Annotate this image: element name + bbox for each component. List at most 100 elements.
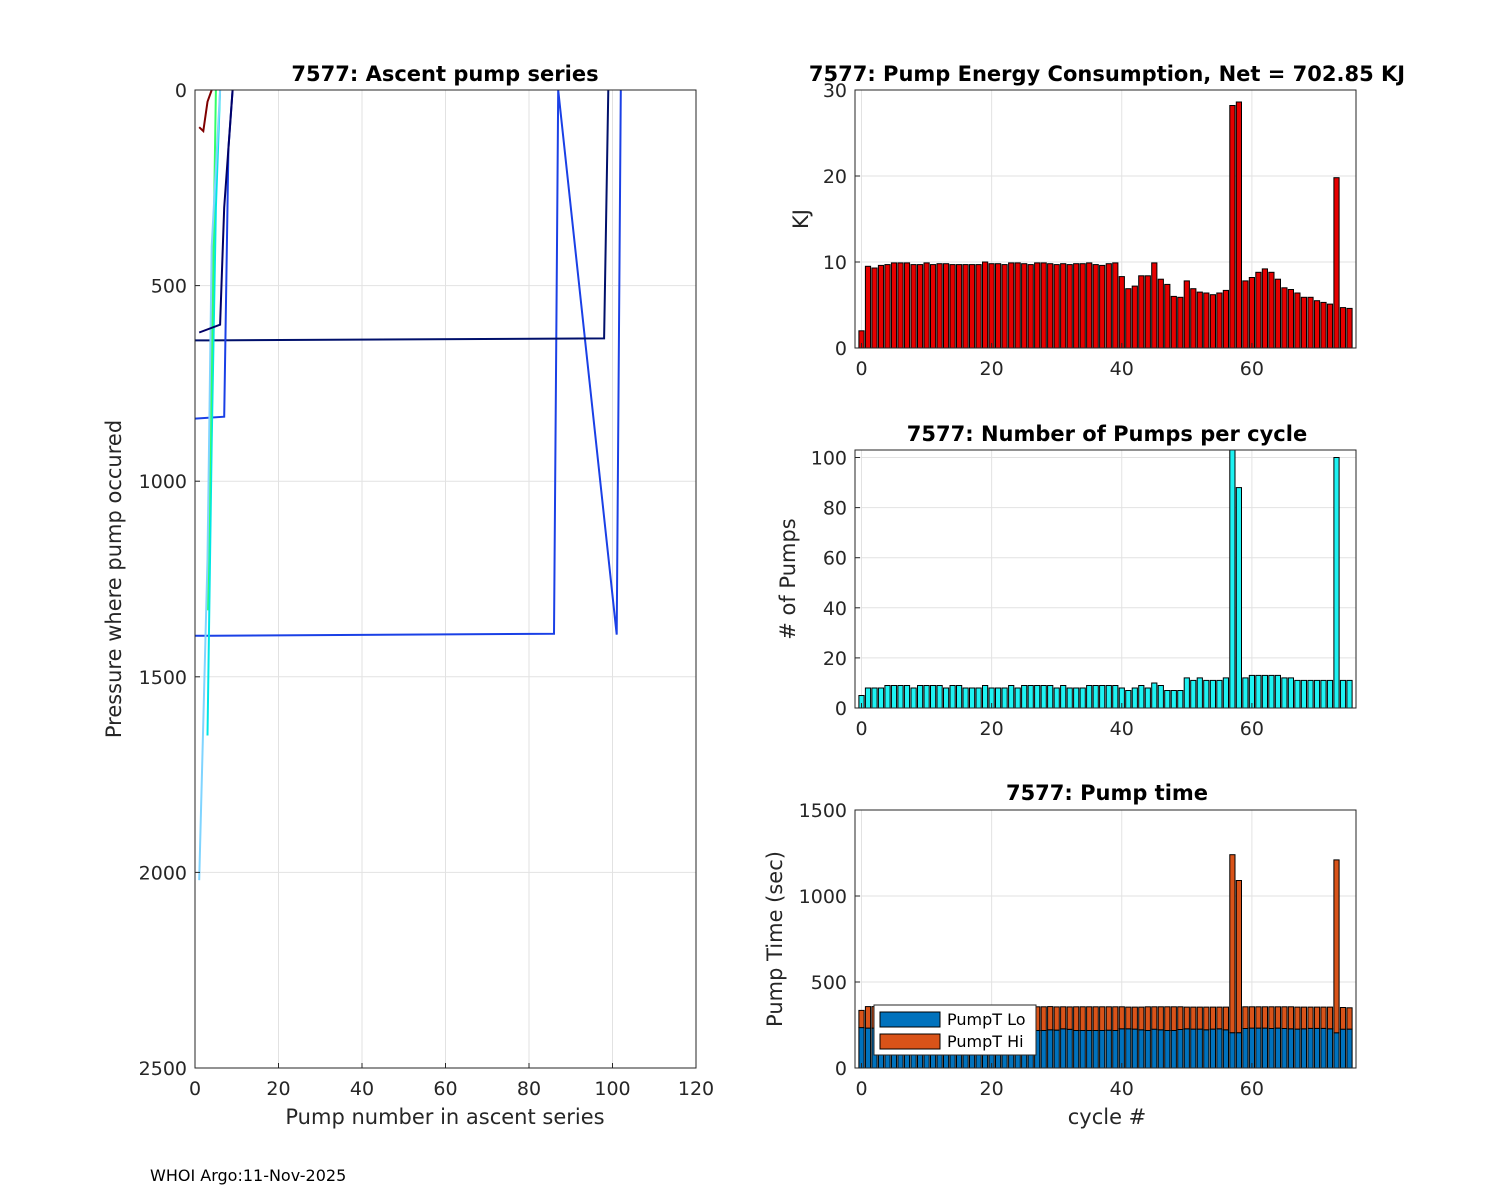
bar-pumpt-lo [1274,1027,1282,1069]
bar-pumpt-lo [1170,1030,1177,1069]
bar [1209,679,1217,709]
bar [1092,685,1099,709]
bar [1170,295,1177,349]
x-tick-label: 60 [1240,718,1264,740]
bar [1177,296,1184,349]
bar-pumpt-lo [1105,1029,1112,1069]
bar [930,264,937,349]
bar [949,264,956,349]
bar [1203,679,1210,709]
bar-pumpt-lo [1066,1028,1073,1069]
bar [1021,263,1028,349]
bar [1216,679,1223,709]
y-tick-label: 0 [175,80,187,102]
bar [1118,276,1125,349]
pumps-grid [855,450,1356,709]
x-tick-label: 0 [855,1078,867,1100]
bar [1287,677,1295,709]
bar [864,265,872,349]
x-tick-label: 40 [1110,718,1134,740]
bar [1138,275,1145,349]
bar-pumpt-lo [1079,1030,1086,1069]
bar [1086,685,1093,709]
bar-pumpt-lo [1216,1028,1223,1069]
energy-axes-box [854,89,1357,349]
bar-pumpt-hi [1092,1006,1099,1031]
bar [1203,292,1210,349]
bar [1261,268,1269,349]
pumps-axes: 0 20 40 60 0 20 40 60 80 100 7577: Number of Pump… [776,422,1357,740]
bar-pumpt-hi [1346,1007,1353,1030]
pumps-title: 7577: Number of Pumps per cycle [907,422,1307,446]
bar [1235,101,1243,349]
x-tick-label: 40 [1110,358,1134,380]
bar [890,262,898,349]
bar [982,685,989,709]
pumps-ticks: 0 20 40 60 0 20 40 60 80 100 [811,448,1264,740]
bar-pumpt-lo [1261,1027,1269,1069]
bar-pumpt-lo [1294,1028,1301,1069]
y-tick-label: 1500 [139,667,187,689]
bar-pumpt-hi [1073,1006,1080,1031]
bar-pumpt-lo [1209,1028,1217,1069]
bar [1326,679,1334,709]
y-tick-label: 80 [823,498,847,520]
bar [1105,685,1112,709]
energy-axes: 0 20 40 60 0 10 20 30 7577: Pump Energy Consump… [789,62,1405,380]
pumptime-legend: PumpT Lo PumpT Hi [873,1004,1037,1056]
y-tick-label: 1000 [139,471,187,493]
bar [884,685,891,709]
bar [930,685,937,709]
bar [1040,685,1047,709]
bar [969,264,976,349]
bar-pumpt-lo [1073,1030,1080,1069]
bar [1190,679,1197,709]
bar [1307,679,1314,709]
series-line-shallow-series [198,89,213,134]
bar [910,687,917,709]
x-tick-label: 40 [1110,1078,1134,1100]
bar [1255,674,1262,709]
bar-pumpt-hi [1112,1006,1119,1031]
bar-pumpt-lo [1157,1029,1164,1069]
x-tick-label: 0 [855,718,867,740]
bar [995,263,1002,349]
bar [1177,690,1184,709]
bar-pumpt-hi [1248,1006,1256,1029]
bar [956,264,963,349]
bar [1131,285,1138,349]
bar [1274,674,1282,709]
energy-bars [858,101,1353,349]
bar-pumpt-lo [1333,1032,1340,1069]
bar-pumpt-lo [1047,1029,1054,1069]
bar [877,687,885,709]
pumptime-axes-box [854,809,1357,1069]
bar-pumpt-hi [1196,1006,1203,1030]
bar-pumpt-hi [1261,1006,1269,1029]
x-tick-label: 80 [517,1078,541,1100]
x-tick-label: 20 [980,1078,1004,1100]
legend-hi-swatch [879,1033,941,1050]
bar [1183,677,1190,709]
bar-pumpt-hi [1125,1006,1132,1030]
y-tick-label: 0 [835,338,847,360]
bar [1294,292,1301,349]
bar-pumpt-lo [1281,1027,1288,1069]
bar-pumpt-lo [1060,1028,1067,1069]
bar [1333,177,1340,349]
bar [1099,264,1106,349]
bar [864,687,872,709]
ascent-ticks: 0 20 40 60 80 100 120 0 500 1000 1500 2000 2500 [139,80,714,1100]
bar [982,261,989,349]
pumptime-ylabel: Pump Time (sec) [763,851,787,1027]
bar-pumpt-lo [1190,1028,1197,1069]
bar [1294,679,1301,709]
bar [1281,677,1288,709]
bar [936,685,943,709]
bar-pumpt-lo [1053,1029,1060,1069]
bar [1021,685,1028,709]
bar-pumpt-hi [1255,1006,1262,1029]
bar [1034,685,1041,709]
bar [897,262,904,349]
bar [962,264,969,349]
